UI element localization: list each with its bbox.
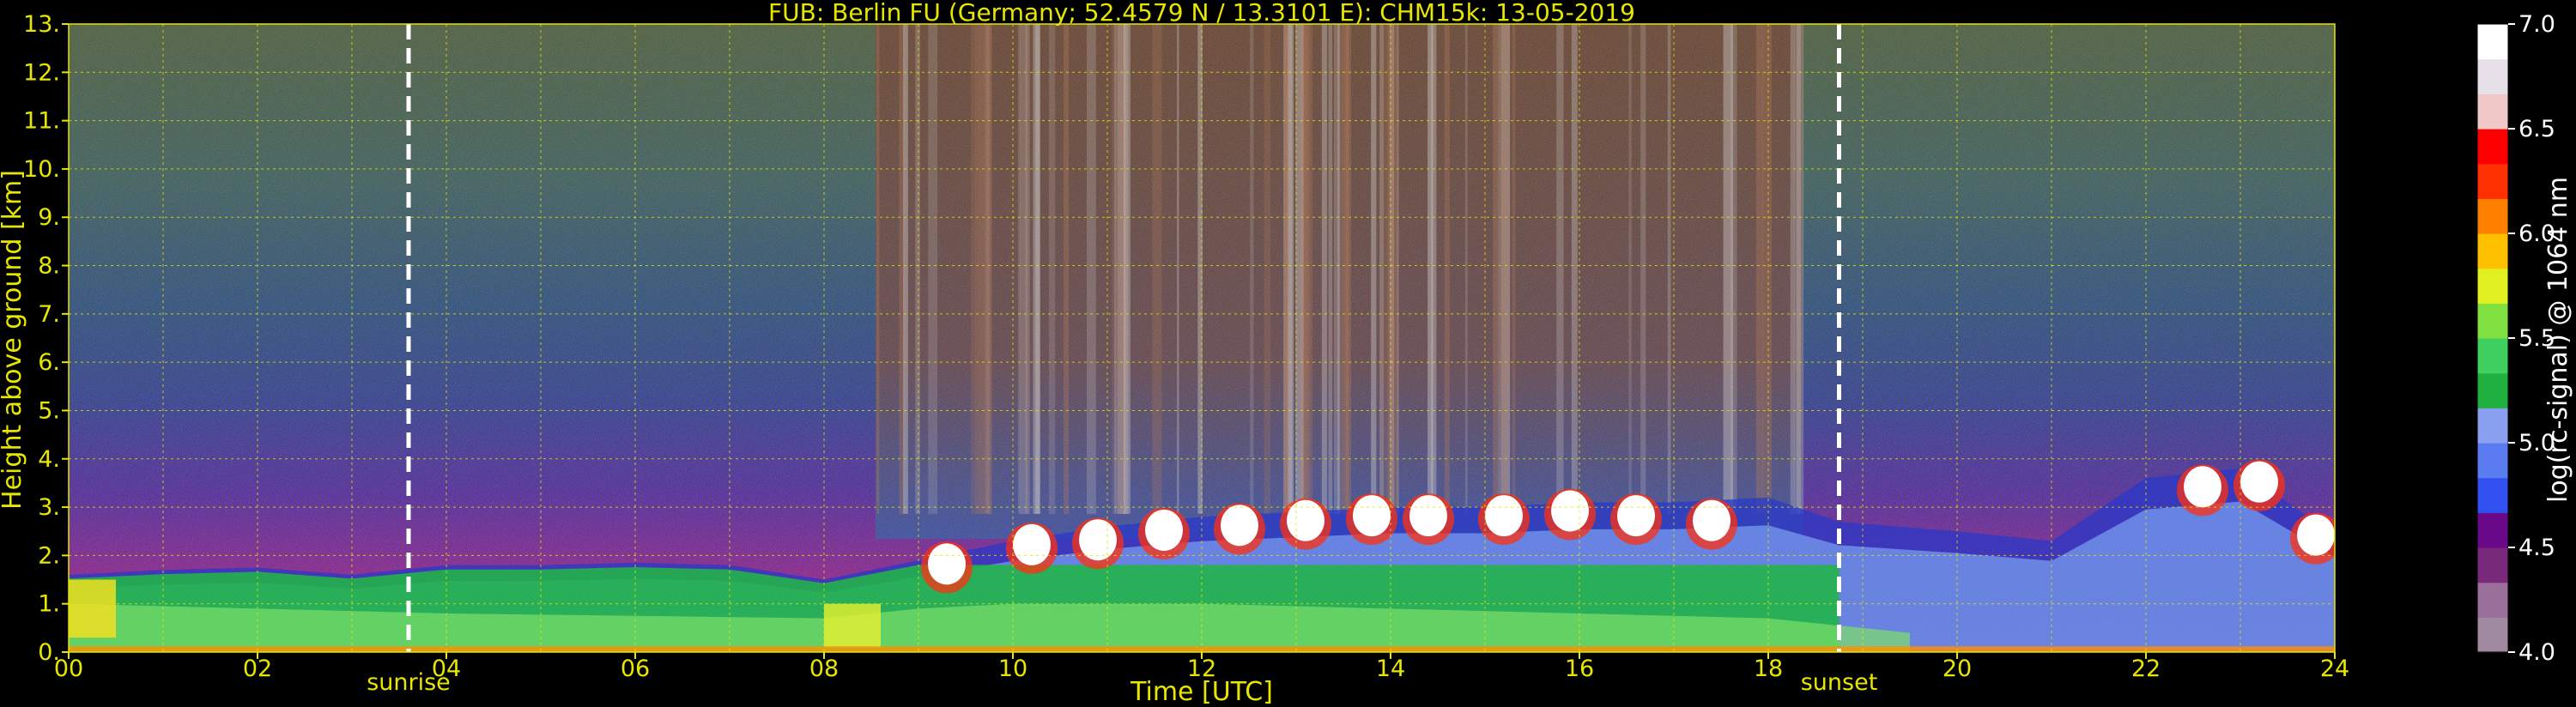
colorbar-segment bbox=[2477, 233, 2508, 269]
cloud-core bbox=[1145, 509, 1183, 551]
colorbar-tick-label: 6.0 bbox=[2518, 221, 2555, 247]
x-tick-label: 12 bbox=[1187, 656, 1216, 682]
x-tick-label: 20 bbox=[1943, 656, 1972, 682]
y-tick-label: 5. bbox=[38, 397, 60, 424]
colorbar-segment bbox=[2477, 24, 2508, 60]
cloud-core bbox=[928, 543, 966, 585]
colorbar-segment bbox=[2477, 372, 2508, 408]
x-tick-label: 24 bbox=[2320, 656, 2349, 682]
y-tick-label: 7. bbox=[38, 301, 60, 328]
colorbar-tick-label: 5.5 bbox=[2518, 325, 2555, 352]
x-tick-label: 10 bbox=[998, 656, 1027, 682]
x-tick-label: 06 bbox=[621, 656, 650, 682]
colorbar-segment bbox=[2477, 582, 2508, 618]
colorbar-tick-label: 5.0 bbox=[2518, 430, 2555, 456]
sunrise-label: sunrise bbox=[367, 669, 451, 696]
x-tick-label: 02 bbox=[243, 656, 272, 682]
colorbar-segment bbox=[2477, 547, 2508, 583]
colorbar-segment bbox=[2477, 198, 2508, 234]
cloud-core bbox=[2184, 466, 2221, 508]
annotation-labels: sunrise sunset bbox=[367, 669, 1877, 696]
cloud-core bbox=[1221, 505, 1258, 547]
x-axis-label: Time [UTC] bbox=[1130, 677, 1273, 707]
colorbar-segment bbox=[2477, 443, 2508, 479]
aerosol-layer-core bbox=[69, 603, 1910, 652]
x-tick-label: 18 bbox=[1754, 656, 1783, 682]
colorbar-segment bbox=[2477, 268, 2508, 304]
y-tick-label: 2. bbox=[38, 542, 60, 569]
chart-title: FUB: Berlin FU (Germany; 52.4579 N / 13.… bbox=[768, 0, 1635, 27]
y-axis-ticks: 0. 1. 2. 3. 4. 5. 6. 7. 8. 9. 10. 11. 12. 13. bbox=[23, 11, 69, 666]
cloud-core bbox=[1287, 499, 1324, 541]
x-tick-label: 08 bbox=[809, 656, 839, 682]
y-tick-label: 4. bbox=[38, 446, 60, 473]
colorbar-segment bbox=[2477, 338, 2508, 374]
cloud-core bbox=[1079, 519, 1117, 561]
y-tick-label: 11. bbox=[23, 108, 60, 135]
y-axis-label: Height above ground [km] bbox=[0, 170, 27, 510]
colorbar-tick-label: 4.5 bbox=[2518, 535, 2555, 561]
x-tick-label: 04 bbox=[432, 656, 461, 682]
colorbar-tick-label: 7.0 bbox=[2518, 11, 2555, 38]
y-tick-label: 6. bbox=[38, 349, 60, 376]
x-tick-label: 22 bbox=[2131, 656, 2161, 682]
colorbar-segment bbox=[2477, 94, 2508, 130]
cloud-core bbox=[1013, 523, 1051, 565]
surface-aerosol-morning bbox=[69, 579, 116, 638]
colorbar-segment bbox=[2477, 58, 2508, 94]
y-tick-label: 0. bbox=[38, 639, 60, 666]
y-tick-label: 13. bbox=[23, 11, 60, 38]
cloud-core bbox=[1551, 490, 1589, 532]
colorbar-segment bbox=[2477, 477, 2508, 513]
cloud-core bbox=[1353, 495, 1391, 537]
plot-area bbox=[69, 24, 2335, 652]
x-tick-label: 00 bbox=[54, 656, 83, 682]
cloud-core bbox=[1409, 495, 1447, 537]
colorbar-segment bbox=[2477, 163, 2508, 199]
surface-aerosol-transition bbox=[824, 603, 881, 648]
cloud-core bbox=[2240, 461, 2278, 503]
colorbar-segment bbox=[2477, 617, 2508, 653]
y-tick-label: 9. bbox=[38, 204, 60, 231]
grid-lines bbox=[69, 24, 2335, 652]
y-tick-label: 10. bbox=[23, 156, 60, 183]
cloud-core bbox=[1693, 499, 1730, 541]
colorbar-tick-label: 6.5 bbox=[2518, 116, 2555, 142]
y-tick-label: 3. bbox=[38, 494, 60, 521]
y-tick-label: 8. bbox=[38, 253, 60, 280]
colorbar-segment bbox=[2477, 129, 2508, 165]
colorbar-label: log(rc-signal) @ 1064 nm bbox=[2543, 177, 2573, 503]
y-tick-label: 12. bbox=[23, 59, 60, 86]
colorbar bbox=[2476, 23, 2509, 653]
x-axis-ticks: 00 02 04 06 08 10 12 14 16 18 20 22 24 bbox=[54, 652, 2349, 682]
cloud-patches bbox=[921, 459, 2335, 594]
colorbar-tick-label: 4.0 bbox=[2518, 639, 2555, 666]
y-tick-label: 1. bbox=[38, 591, 60, 618]
colorbar-segment bbox=[2477, 408, 2508, 444]
colorbar-ticks: 4.0 4.5 5.0 5.5 6.0 6.5 7.0 bbox=[2508, 11, 2555, 666]
x-tick-label: 16 bbox=[1565, 656, 1594, 682]
cloud-core bbox=[1617, 495, 1655, 537]
x-tick-label: 14 bbox=[1376, 656, 1405, 682]
sun-event-lines bbox=[406, 24, 1841, 652]
colorbar-segment bbox=[2477, 303, 2508, 339]
cloud-core bbox=[2297, 514, 2335, 556]
sunset-label: sunset bbox=[1801, 669, 1878, 696]
colorbar-segment bbox=[2477, 512, 2508, 548]
cloud-core bbox=[1485, 495, 1523, 537]
